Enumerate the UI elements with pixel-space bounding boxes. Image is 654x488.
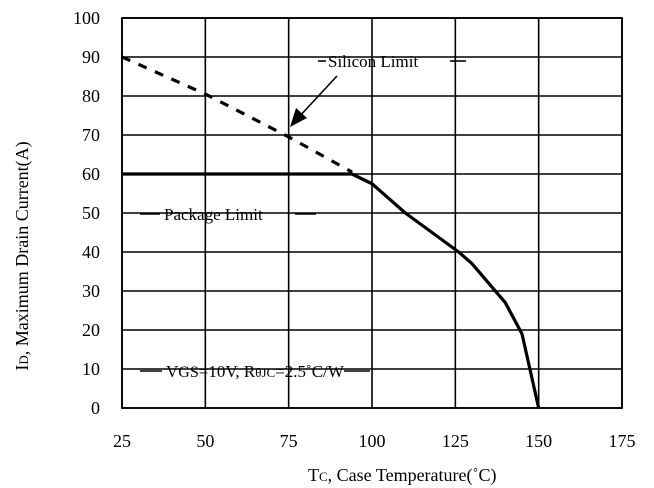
series [121,55,541,409]
y-ticks: 0 10 20 30 40 50 60 70 80 90 100 [73,8,100,418]
y-tick-label-0: 0 [91,398,100,418]
x-tick-label-2: 75 [280,431,298,451]
y-tick-label-7: 70 [82,125,100,145]
series-line-silicon-limit [121,55,353,174]
silicon-limit-arrow-shaft [297,75,338,119]
silicon-limit-label: Silicon Limit [328,52,418,71]
plot-frame [121,17,623,409]
y-tick-label-3: 30 [82,281,100,301]
y-tick-label-8: 80 [82,86,100,106]
y-tick-label-6: 60 [82,164,100,184]
series-line-package-limit [122,172,541,409]
y-axis-label: ID, Maximum Drain Current(A) [12,141,33,370]
grid [121,17,623,409]
x-tick-label-1: 50 [196,431,214,451]
y-tick-label-2: 20 [82,320,100,340]
x-ticks: 25 50 75 100 125 150 175 [113,431,636,451]
x-tick-label-5: 150 [525,431,552,451]
package-limit-label: Package Limit [164,205,263,224]
y-tick-label-10: 100 [73,8,100,28]
y-tick-label-4: 40 [82,242,100,262]
y-tick-label-1: 10 [82,359,100,379]
x-tick-label-3: 100 [359,431,386,451]
y-tick-label-9: 90 [82,47,100,67]
x-tick-label-4: 125 [442,431,469,451]
x-tick-label-0: 25 [113,431,131,451]
x-axis-label: TC, Case Temperature(˚C) [308,465,497,486]
condition-label: VGS=10V, RθJC=2.5˚C/W [166,362,345,381]
x-tick-label-6: 175 [609,431,636,451]
y-tick-label-5: 50 [82,203,100,223]
silicon-limit-arrowhead [290,108,307,127]
